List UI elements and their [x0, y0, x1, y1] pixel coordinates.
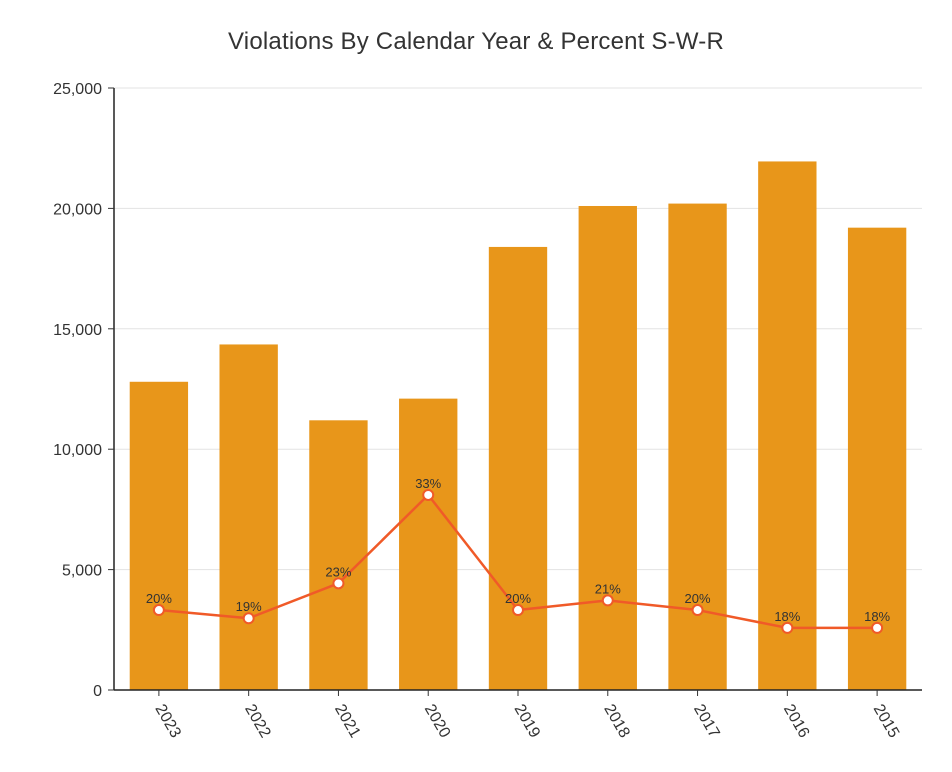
chart-title: Violations By Calendar Year & Percent S-…: [228, 28, 724, 55]
percent-point-2023: [152, 604, 165, 617]
bar-2015: [847, 227, 907, 690]
bar-2020: [399, 398, 458, 690]
percent-point-2021: [332, 577, 345, 590]
percent-label-2017: 20%: [685, 591, 711, 606]
percent-point-2020: [422, 488, 435, 501]
bar-2021: [309, 420, 368, 690]
y-tick-label: 25,000: [53, 81, 102, 98]
percent-label-2016: 18%: [774, 609, 800, 624]
percent-point-2017: [691, 604, 704, 617]
x-tick-label-2020: 2020: [421, 702, 454, 741]
percent-label-2022: 19%: [236, 599, 262, 614]
percent-label-2020: 33%: [415, 476, 441, 491]
percent-label-2023: 20%: [146, 591, 172, 606]
percent-label-2021: 23%: [325, 564, 351, 579]
percent-point-2015: [871, 621, 884, 634]
percent-label-2018: 21%: [595, 581, 621, 596]
bar-2023: [129, 381, 189, 690]
y-tick-label: 20,000: [53, 201, 102, 218]
x-tick-label-2016: 2016: [780, 702, 813, 741]
bar-2016: [758, 161, 817, 691]
y-tick-label: 10,000: [53, 442, 102, 459]
x-tick-label-2019: 2019: [511, 702, 544, 741]
percent-label-2019: 20%: [505, 591, 531, 606]
x-tick-label-2015: 2015: [870, 702, 903, 741]
x-axis-ticks: 2023 2022 2021 2020 2019 2018 2017 2016 2015: [151, 690, 902, 741]
y-tick-label: 0: [93, 683, 102, 700]
bar-2022: [219, 344, 278, 690]
x-tick-label-2022: 2022: [241, 702, 274, 741]
bar-2018: [578, 205, 637, 690]
bar-2019: [488, 246, 548, 691]
line-series: 20% 19% 23% 33% 20% 21% 20% 18% 18%: [146, 476, 891, 634]
bar-2017: [668, 203, 727, 691]
x-tick-label-2021: 2021: [331, 702, 364, 741]
bar-series: [129, 161, 907, 691]
percent-point-2018: [601, 594, 614, 607]
x-tick-label-2017: 2017: [690, 702, 723, 741]
y-tick-label: 5,000: [62, 563, 102, 580]
percent-point-2022: [242, 612, 255, 625]
percent-point-2019: [512, 604, 524, 617]
percent-point-2016: [781, 621, 794, 634]
x-tick-label-2018: 2018: [600, 702, 633, 741]
y-tick-label: 15,000: [53, 322, 102, 339]
x-tick-label-2023: 2023: [151, 702, 184, 741]
y-axis-ticks: 0 5,000 10,000 15,000 20,000 25,000: [53, 81, 114, 700]
percent-label-2015: 18%: [864, 609, 890, 624]
